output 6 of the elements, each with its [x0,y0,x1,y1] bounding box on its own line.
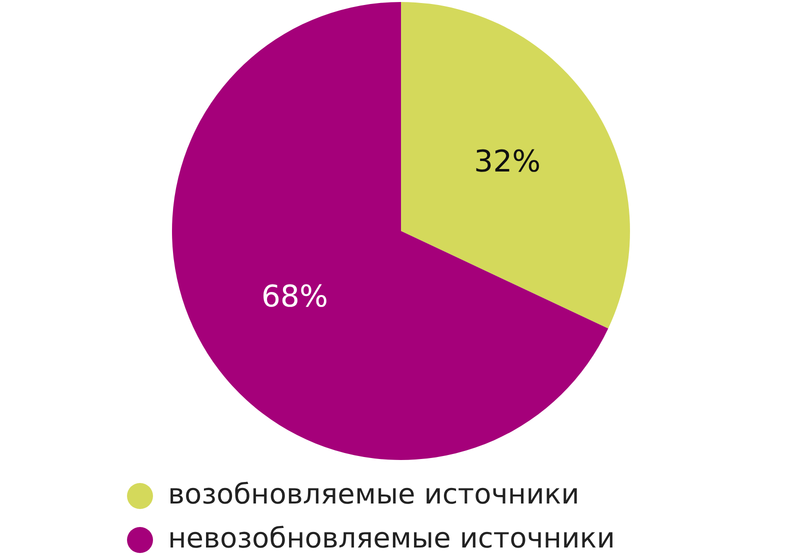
legend-label: возобновляемые источники [168,478,580,511]
pie-slice [172,2,608,460]
data-label: 32% [474,144,541,180]
legend-label: невозобновляемые источники [168,522,615,555]
data-label: 68% [261,280,328,315]
pie-slice [401,2,630,329]
